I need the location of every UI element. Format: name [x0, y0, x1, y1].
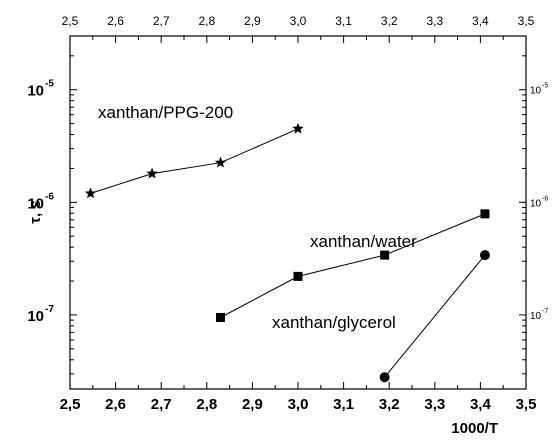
y-tick-label-right-exponent: -6: [542, 195, 548, 202]
x-tick-label-bottom: 2,8: [196, 396, 217, 413]
x-tick-label-bottom: 2,7: [151, 396, 172, 413]
data-point-star: [146, 167, 158, 179]
data-point-star: [84, 187, 97, 199]
x-tick-label-bottom: 3,2: [379, 396, 400, 413]
data-point-circle: [379, 372, 390, 383]
series-labels: xanthan/PPG-200 xanthan/water xanthan/glyc…: [98, 103, 417, 332]
x-tick-label-bottom: 3,0: [288, 396, 309, 413]
x-tick-label-top: 2,8: [198, 14, 215, 28]
y-tick-label-left: 10: [27, 83, 44, 100]
plot-frame: [69, 35, 527, 390]
series-line-0: [90, 128, 299, 194]
y-axis-title: τ, s: [27, 200, 44, 223]
series-label: xanthan/glycerol: [272, 313, 396, 332]
series-label: xanthan/water: [310, 232, 417, 251]
x-tick-label-bottom: 2,6: [105, 396, 126, 413]
data-point-square: [380, 250, 390, 260]
data-point-square: [293, 271, 303, 281]
data-point-square: [480, 209, 490, 219]
data-point-star: [214, 156, 227, 168]
x-tick-label-top: 3,1: [335, 14, 352, 28]
series-line-1: [220, 213, 486, 318]
x-axis-title: 1000/T: [451, 420, 498, 437]
x-tick-label-top: 3,0: [290, 14, 307, 28]
x-tick-label-bottom: 3,3: [424, 396, 445, 413]
series-markers: [84, 122, 490, 383]
data-point-circle: [479, 250, 490, 261]
y-tick-label-left-exponent: -7: [45, 304, 54, 315]
y-tick-label-left-exponent: -5: [45, 79, 54, 90]
x-tick-label-top: 3,3: [426, 14, 443, 28]
series-lines: [90, 128, 486, 378]
data-point-star: [292, 122, 304, 134]
x-tick-label-bottom: 2,5: [60, 396, 81, 413]
x-tick-label-top: 2,6: [107, 14, 124, 28]
x-tick-label-top: 2,5: [62, 14, 79, 28]
series-label: xanthan/PPG-200: [98, 103, 233, 122]
x-tick-label-top: 3,5: [518, 14, 535, 28]
y-tick-label-right: 10: [530, 198, 542, 209]
x-tick-label-top: 3,4: [472, 14, 489, 28]
x-tick-label-bottom: 3,5: [516, 396, 537, 413]
y-tick-label-right: 10: [530, 86, 542, 97]
data-point-square: [215, 312, 225, 322]
series-line-2: [384, 254, 486, 378]
y-tick-label-left-exponent: -6: [45, 191, 54, 202]
y-tick-label-right: 10: [530, 311, 542, 322]
x-tick-label-top: 3,2: [381, 14, 398, 28]
y-tick-label-right-exponent: -5: [542, 83, 548, 90]
x-tick-label-top: 2,7: [153, 14, 170, 28]
y-tick-label-left: 10: [27, 308, 44, 325]
x-tick-label-bottom: 3,4: [470, 396, 492, 413]
x-tick-label-bottom: 3,1: [333, 396, 354, 413]
y-tick-label-left: 10: [27, 195, 44, 212]
axis-ticks: 2,5 2,5 2,6 2,6 2,7 2,7 2,8 2,8 2,9 2,9 3,0 3,0 3,1 3…: [27, 14, 548, 413]
x-tick-label-bottom: 2,9: [242, 396, 263, 413]
x-tick-label-top: 2,9: [244, 14, 261, 28]
y-tick-label-right-exponent: -7: [542, 308, 548, 315]
